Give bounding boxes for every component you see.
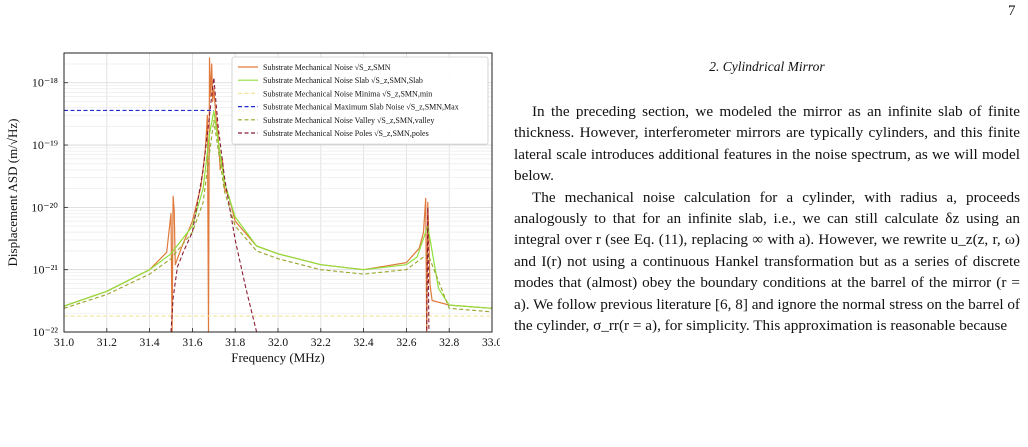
section-heading: 2. Cylindrical Mirror — [709, 59, 825, 74]
paragraph-intro-text: In the preceding section, we modeled the… — [514, 103, 1020, 185]
y-tick-label-2: 10⁻²⁰ — [31, 200, 58, 214]
page-number: 7 — [1008, 3, 1016, 19]
legend-label-5: Substrate Mechanical Noise Poles √S_z,SM… — [263, 129, 429, 138]
legend-label-2: Substrate Mechanical Noise Minima √S_z,S… — [263, 89, 432, 98]
chart-svg: 31.0 31.2 31.4 31.6 31.8 32.0 32.2 32.4 32.6 32.8… — [5, 52, 500, 365]
x-tick-label-0: 31.0 — [54, 337, 74, 349]
paragraph-cylinder: The mechanical noise calculation for a c… — [514, 187, 1020, 337]
legend-label-1: Substrate Mechanical Noise Slab √S_z,SMN… — [263, 76, 423, 85]
series-line-1 — [63, 110, 493, 309]
y-tick-label-1: 10⁻²¹ — [32, 263, 58, 277]
legend-box — [231, 56, 489, 145]
x-tick-label-3: 31.6 — [182, 337, 202, 349]
series-line-5 — [170, 77, 430, 333]
x-tick-label-2: 31.4 — [140, 337, 160, 349]
x-tick-label-5: 32.0 — [268, 337, 288, 349]
x-tick-label-10: 33.0 — [482, 337, 500, 349]
x-tick-label-7: 32.4 — [354, 337, 374, 349]
legend-label-4: Substrate Mechanical Noise Valley √S_z,S… — [263, 116, 434, 125]
series-line-0 — [63, 57, 493, 333]
x-tick-label-8: 32.6 — [396, 337, 416, 349]
paragraph-cylinder-text: The mechanical noise calculation for a c… — [514, 188, 1020, 335]
y-axis-label: Displacement ASD (m/√Hz) — [5, 119, 20, 267]
y-tick-label-0: 10⁻²² — [32, 325, 58, 339]
x-tick-label-1: 31.2 — [97, 337, 117, 349]
paragraph-intro: In the preceding section, we modeled the… — [514, 101, 1020, 187]
y-tick-label-3: 10⁻¹⁹ — [32, 138, 58, 152]
x-tick-label-4: 31.8 — [225, 337, 245, 349]
text-column: 2. Cylindrical Mirror In the preceding s… — [514, 40, 1020, 336]
noise-spectrum-figure: 31.0 31.2 31.4 31.6 31.8 32.0 32.2 32.4 32.6 32.8… — [0, 40, 500, 370]
x-tick-label-9: 32.8 — [439, 337, 459, 349]
legend-label-0: Substrate Mechanical Noise √S_z,SMN — [263, 63, 391, 72]
x-axis-label: Frequency (MHz) — [231, 350, 325, 365]
y-tick-label-4: 10⁻¹⁸ — [32, 76, 58, 90]
legend-label-3: Substrate Mechanical Maximum Slab Noise … — [263, 103, 459, 112]
x-tick-label-6: 32.2 — [311, 337, 331, 349]
